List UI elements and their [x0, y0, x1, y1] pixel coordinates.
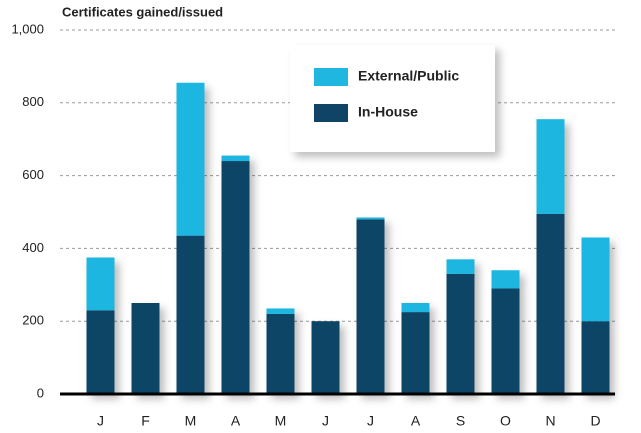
- bar-segment: [356, 219, 385, 394]
- bar-segment: [221, 161, 250, 394]
- legend-label: External/Public: [358, 68, 459, 84]
- bar-segment: [401, 312, 430, 394]
- legend-box: [290, 45, 495, 152]
- y-tick-label: 1,000: [11, 21, 44, 36]
- stack: [176, 82, 205, 394]
- stack: [311, 321, 340, 394]
- bar-segment: [491, 270, 520, 289]
- bar-segment: [311, 321, 340, 394]
- stack: [446, 259, 475, 394]
- x-tick-label: J: [367, 413, 374, 429]
- x-tick-label: J: [97, 413, 104, 429]
- bar-segment: [176, 82, 205, 236]
- x-tick-label: D: [590, 413, 600, 429]
- legend-label: In-House: [358, 104, 418, 120]
- x-tick-label: O: [500, 413, 511, 429]
- stack: [86, 257, 115, 394]
- x-tick-label: S: [456, 413, 465, 429]
- bar-segment: [176, 235, 205, 394]
- y-tick-label: 600: [22, 167, 44, 182]
- bar-segment: [581, 237, 610, 322]
- bar-segment: [491, 288, 520, 394]
- x-tick-label: M: [275, 413, 287, 429]
- stack: [221, 155, 250, 394]
- x-tick-label: F: [141, 413, 150, 429]
- bar-segment: [86, 257, 115, 311]
- bar-segment: [131, 303, 160, 394]
- y-tick-label: 400: [22, 240, 44, 255]
- legend-swatch: [314, 68, 348, 86]
- bar-segment: [266, 313, 295, 394]
- stack: [536, 119, 565, 394]
- bar-segment: [221, 155, 250, 162]
- bar-segment: [581, 321, 610, 394]
- bar-segment: [536, 119, 565, 214]
- y-tick-label: 200: [22, 313, 44, 328]
- legend-swatch: [314, 104, 348, 122]
- x-tick-label: M: [185, 413, 197, 429]
- stack: [356, 217, 385, 394]
- x-tick-label: J: [322, 413, 329, 429]
- stack: [131, 303, 160, 394]
- stack: [266, 308, 295, 394]
- bar-segment: [536, 213, 565, 394]
- stack: [581, 237, 610, 394]
- bar-segment: [86, 310, 115, 394]
- stack: [401, 303, 430, 394]
- y-tick-label: 0: [37, 385, 44, 400]
- bar-segment: [446, 259, 475, 274]
- x-tick-label: A: [411, 413, 421, 429]
- bar-segment: [446, 273, 475, 394]
- bar-segment: [356, 217, 385, 220]
- bar-segment: [266, 308, 295, 314]
- x-tick-label: N: [545, 413, 555, 429]
- bar-segment: [401, 303, 430, 313]
- chart-title: Certificates gained/issued: [62, 4, 223, 19]
- y-tick-label: 800: [22, 94, 44, 109]
- x-tick-label: A: [231, 413, 241, 429]
- stack: [491, 270, 520, 394]
